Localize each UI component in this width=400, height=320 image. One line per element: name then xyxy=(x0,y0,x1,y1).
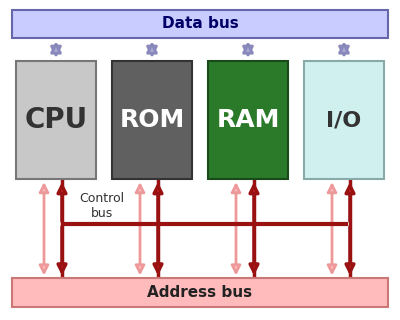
Bar xyxy=(112,61,192,179)
Bar xyxy=(16,61,96,179)
Text: I/O: I/O xyxy=(326,110,362,130)
Text: RAM: RAM xyxy=(216,108,280,132)
Text: Address bus: Address bus xyxy=(148,285,252,300)
Text: CPU: CPU xyxy=(24,106,88,134)
Bar xyxy=(304,61,384,179)
Text: Data bus: Data bus xyxy=(162,17,238,31)
Text: Control
bus: Control bus xyxy=(80,192,124,220)
Bar xyxy=(208,61,288,179)
Text: ROM: ROM xyxy=(119,108,185,132)
Bar xyxy=(12,10,388,38)
Bar xyxy=(12,278,388,307)
